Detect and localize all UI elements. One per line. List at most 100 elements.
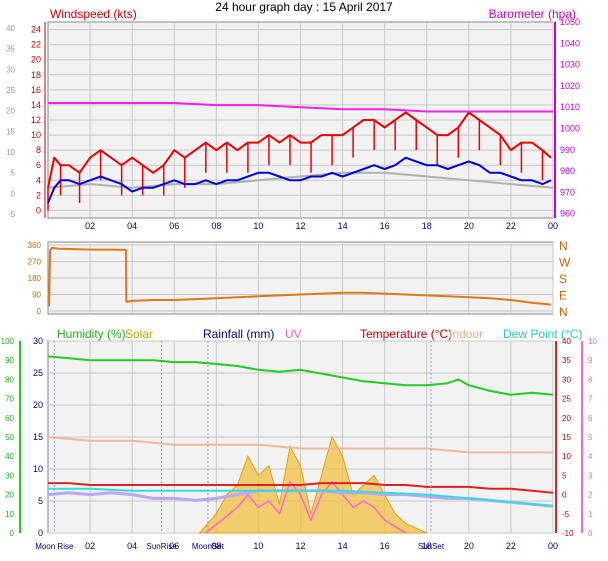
barometer-tick-label: 1000 bbox=[560, 124, 580, 134]
humidity-tick-label: 10 bbox=[5, 510, 14, 519]
rainfall-tick-label: 25 bbox=[33, 368, 43, 378]
temperature-x-tick-label: 14 bbox=[338, 541, 348, 551]
temperature-x-tick-label: 12 bbox=[295, 541, 305, 551]
uv-tick-label: 1 bbox=[588, 510, 593, 519]
graph-title: 24 hour graph day : 15 April 2017 bbox=[215, 0, 393, 14]
uv-line bbox=[205, 481, 407, 534]
compass-tick-label: N bbox=[559, 239, 568, 253]
windspeed-tick-label: 10 bbox=[31, 130, 41, 140]
compass-tick-label: E bbox=[559, 289, 567, 303]
temperature-tick-label: 5 bbox=[562, 471, 567, 480]
temperature-x-tick-label: 08 bbox=[211, 541, 221, 551]
temperature-tick-label: 35 bbox=[562, 356, 571, 365]
uv-tick-label: 4 bbox=[588, 452, 593, 461]
humidity-tick-label: 50 bbox=[5, 433, 14, 442]
outer-scale-tick-label: -5 bbox=[8, 210, 16, 219]
outer-scale-tick-label: 5 bbox=[11, 169, 16, 178]
windspeed-tick-label: 8 bbox=[36, 145, 41, 155]
wind-direction-line bbox=[48, 246, 551, 307]
humidity-tick-label: 100 bbox=[1, 337, 15, 346]
wind-x-tick-label: 14 bbox=[338, 221, 348, 231]
rainfall-tick-label: 10 bbox=[33, 464, 43, 474]
barometer-tick-label: 1020 bbox=[560, 81, 580, 91]
windspeed-tick-label: 18 bbox=[31, 70, 41, 80]
legend-solar: Solar bbox=[125, 327, 153, 341]
humidity-tick-label: 80 bbox=[5, 375, 14, 384]
temperature-x-tick-label: 00 bbox=[548, 541, 558, 551]
outer-scale-tick-label: 40 bbox=[6, 24, 15, 33]
uv-tick-label: 2 bbox=[588, 491, 593, 500]
temperature-x-tick-label: 06 bbox=[169, 541, 179, 551]
temperature-tick-label: 20 bbox=[562, 414, 571, 423]
humidity-tick-label: 40 bbox=[5, 452, 14, 461]
humidity-tick-label: 20 bbox=[5, 491, 14, 500]
wind-x-tick-label: 08 bbox=[211, 221, 221, 231]
wind-x-tick-label: 00 bbox=[548, 221, 558, 231]
humidity-tick-label: 90 bbox=[5, 356, 14, 365]
compass-tick-label: S bbox=[559, 272, 567, 286]
temperature-tick-label: 25 bbox=[562, 395, 571, 404]
windspeed-tick-label: 24 bbox=[31, 25, 41, 35]
wind-gust-line bbox=[47, 111, 552, 189]
windspeed-tick-label: 20 bbox=[31, 55, 41, 65]
barometer-tick-label: 1050 bbox=[560, 17, 580, 27]
wind-x-tick-label: 02 bbox=[85, 221, 95, 231]
temperature-x-tick-label: 02 bbox=[85, 541, 95, 551]
humidity-tick-label: 70 bbox=[5, 395, 14, 404]
temperature-tick-label: 30 bbox=[562, 375, 571, 384]
compass-tick-label: W bbox=[559, 256, 571, 270]
barometer-line bbox=[48, 102, 553, 113]
windspeed-tick-label: 4 bbox=[36, 175, 41, 185]
uv-tick-label: 9 bbox=[588, 356, 593, 365]
temperature-x-tick-label: 18 bbox=[422, 541, 432, 551]
legend-humidity: Humidity (%) bbox=[57, 327, 126, 341]
barometer-tick-label: 970 bbox=[560, 187, 575, 197]
direction-tick-label: 360 bbox=[28, 241, 42, 250]
windspeed-tick-label: 6 bbox=[36, 160, 41, 170]
temperature-tick-label: 15 bbox=[562, 433, 571, 442]
windspeed-axis-label: Windspeed (kts) bbox=[50, 7, 137, 21]
outer-scale-tick-label: 30 bbox=[6, 65, 15, 74]
temperature-tick-label: -5 bbox=[562, 510, 570, 519]
legend-indoor: Indoor bbox=[449, 327, 483, 341]
windspeed-tick-label: 0 bbox=[36, 205, 41, 215]
outer-scale-tick-label: 0 bbox=[11, 189, 16, 198]
temperature-tick-label: 10 bbox=[562, 452, 571, 461]
outer-scale-tick-label: 35 bbox=[6, 45, 15, 54]
rainfall-tick-label: 5 bbox=[38, 496, 43, 506]
legend-rainfall: Rainfall (mm) bbox=[203, 327, 274, 341]
wind-grey-line bbox=[47, 171, 554, 189]
temperature-line bbox=[48, 482, 554, 494]
direction-tick-label: 270 bbox=[28, 258, 42, 267]
uv-tick-label: 8 bbox=[588, 375, 593, 384]
humidity-tick-label: 60 bbox=[5, 414, 14, 423]
compass-tick-label: N bbox=[559, 305, 568, 319]
uv-tick-label: 6 bbox=[588, 414, 593, 423]
windspeed-tick-label: 16 bbox=[31, 85, 41, 95]
solar-area bbox=[198, 435, 428, 534]
windspeed-tick-label: 12 bbox=[31, 115, 41, 125]
direction-tick-label: 0 bbox=[37, 307, 42, 316]
humidity-tick-label: 0 bbox=[10, 529, 15, 538]
temperature-x-tick-label: 10 bbox=[253, 541, 263, 551]
wind-x-tick-label: 16 bbox=[380, 221, 390, 231]
wind-x-tick-label: 18 bbox=[422, 221, 432, 231]
indoor-temperature-line bbox=[47, 436, 553, 454]
temperature-x-tick-label: 22 bbox=[506, 541, 516, 551]
event-label: Moon Rise bbox=[35, 542, 74, 551]
humidity-line bbox=[47, 355, 554, 396]
uv-tick-label: 0 bbox=[588, 529, 593, 538]
wind-x-tick-label: 20 bbox=[464, 221, 474, 231]
barometer-tick-label: 1010 bbox=[560, 102, 580, 112]
event-label: SunRise bbox=[147, 542, 178, 551]
wind-x-tick-label: 04 bbox=[127, 221, 137, 231]
wind-x-tick-label: 06 bbox=[169, 221, 179, 231]
uv-tick-label: 5 bbox=[588, 433, 593, 442]
barometer-tick-label: 1040 bbox=[560, 38, 580, 48]
temperature-x-tick-label: 16 bbox=[380, 541, 390, 551]
uv-tick-label: 3 bbox=[588, 471, 593, 480]
humidity-tick-label: 30 bbox=[5, 471, 14, 480]
outer-scale-tick-label: 10 bbox=[6, 148, 15, 157]
barometer-tick-label: 1030 bbox=[560, 60, 580, 70]
